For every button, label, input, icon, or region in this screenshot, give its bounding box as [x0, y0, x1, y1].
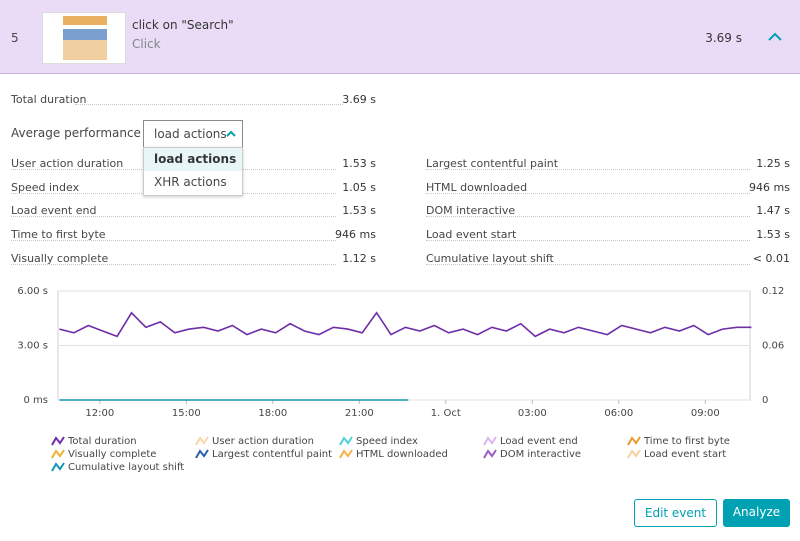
metric-label: User action duration: [11, 157, 124, 170]
legend-icon: [483, 436, 497, 446]
chart: 0 ms 3.00 s 6.00 s 0 0.06 0.12 12:00 15:00 18:00…: [17, 286, 784, 419]
total-duration-value: 3.69 s: [342, 93, 376, 106]
dropdown-icon: [226, 130, 236, 137]
metric-label: Load event start: [426, 228, 517, 242]
dotted-line: [426, 263, 750, 265]
legend-icon: [339, 436, 353, 446]
x-tick-label: 09:00: [691, 408, 720, 419]
legend-icon: [627, 449, 641, 459]
metric-value: 1.53 s: [342, 204, 376, 218]
legend-label: Visually complete: [68, 449, 156, 460]
metric-label: Visually complete: [11, 251, 109, 265]
legend-item[interactable]: Load event end: [483, 436, 578, 447]
y-tick-label: 3.00 s: [17, 341, 48, 352]
y-tick-label: 6.00 s: [17, 286, 48, 297]
dotted-line: [426, 240, 750, 242]
legend-icon: [195, 436, 209, 446]
menu-option[interactable]: load actions: [144, 148, 242, 171]
legend-label: Speed index: [356, 436, 418, 447]
legend-icon: [51, 462, 65, 472]
edit-event-button[interactable]: Edit event: [634, 499, 717, 527]
metric-label: Speed index: [11, 180, 80, 194]
metric-label: Time to first byte: [11, 228, 106, 242]
header[interactable]: [0, 0, 800, 74]
metric-value: 1.25 s: [756, 157, 790, 170]
dotted-line: [11, 216, 336, 218]
legend-label: Total duration: [67, 436, 137, 447]
legend-label: Cumulative layout shift: [68, 462, 184, 473]
metric-label: HTML downloaded: [426, 180, 528, 194]
action-name: click on "Search": [132, 18, 234, 32]
x-tick-label: 15:00: [172, 408, 201, 419]
metric-value: 1.12 s: [342, 251, 376, 265]
legend-label: Load event start: [644, 449, 726, 460]
x-tick-label: 06:00: [604, 408, 633, 419]
metric-value: 1.53 s: [756, 228, 790, 242]
metric-label: Cumulative layout shift: [426, 251, 554, 265]
legend-label: DOM interactive: [500, 449, 581, 460]
metric-label: DOM interactive: [426, 204, 516, 218]
legend-item[interactable]: Total duration: [51, 436, 137, 447]
metric-label: Largest contentful paint: [426, 157, 559, 170]
y2-tick-label: 0.06: [762, 341, 784, 352]
y-tick-label: 0 ms: [24, 395, 49, 406]
dropdown-value: load actions: [154, 127, 227, 141]
x-tick-label: 21:00: [345, 408, 374, 419]
legend-icon: [627, 436, 641, 446]
dotted-line: [426, 216, 750, 218]
dotted-line: [426, 169, 750, 170]
collapse-icon[interactable]: [768, 32, 782, 42]
menu-option[interactable]: XHR actions: [154, 175, 227, 189]
dotted-line: [426, 192, 750, 194]
metric-value: 1.47 s: [756, 204, 790, 218]
legend-icon: [51, 436, 65, 446]
legend-item[interactable]: Speed index: [339, 436, 418, 447]
dropdown-menu: load actions XHR actions: [143, 147, 243, 196]
x-tick-label: 12:00: [85, 408, 114, 419]
metric-value: < 0.01: [752, 251, 790, 265]
legend-label: Load event end: [500, 436, 578, 447]
legend-item[interactable]: Largest contentful paint: [195, 449, 332, 460]
y2-tick-label: 0.12: [762, 286, 784, 297]
legend-item[interactable]: User action duration: [195, 436, 314, 447]
metric-value: 1.53 s: [342, 157, 376, 170]
total-duration-label: Total duration: [11, 93, 87, 106]
dotted-line: [75, 104, 343, 105]
action-index: 5: [11, 31, 19, 45]
legend-label: User action duration: [212, 436, 314, 447]
legend-item[interactable]: DOM interactive: [483, 449, 581, 460]
legend-icon: [51, 449, 65, 459]
action-duration: 3.69 s: [705, 31, 742, 45]
legend-icon: [483, 449, 497, 459]
legend-item[interactable]: Load event start: [627, 449, 726, 460]
legend-item[interactable]: Cumulative layout shift: [51, 462, 184, 473]
legend-icon: [339, 449, 353, 459]
legend-item[interactable]: Visually complete: [51, 449, 156, 460]
analyze-button[interactable]: Analyze: [723, 499, 790, 527]
metric-value: 1.05 s: [342, 180, 376, 194]
metric-value: 946 ms: [335, 228, 376, 242]
series-line: [59, 311, 752, 338]
x-tick-label: 03:00: [518, 408, 547, 419]
x-tick-label: 18:00: [258, 408, 287, 419]
legend-label: Largest contentful paint: [212, 449, 332, 460]
legend-icon: [195, 449, 209, 459]
action-type: Click: [132, 37, 161, 51]
legend-label: Time to first byte: [643, 436, 730, 447]
legend-item[interactable]: HTML downloaded: [339, 449, 448, 460]
legend-label: HTML downloaded: [356, 449, 448, 460]
y2-tick-label: 0: [762, 395, 768, 406]
dotted-line: [11, 240, 336, 242]
dotted-line: [11, 263, 336, 265]
average-label: Average performance of: [11, 126, 157, 140]
legend-item[interactable]: Time to first byte: [627, 436, 730, 447]
dropdown[interactable]: load actions: [143, 120, 243, 148]
legend: Total duration User action duration Speed …: [51, 436, 730, 473]
thumbnail: [42, 12, 126, 64]
x-tick-label: 1. Oct: [431, 408, 461, 419]
metric-label: Load event end: [11, 204, 97, 218]
metric-value: 946 ms: [749, 180, 790, 194]
